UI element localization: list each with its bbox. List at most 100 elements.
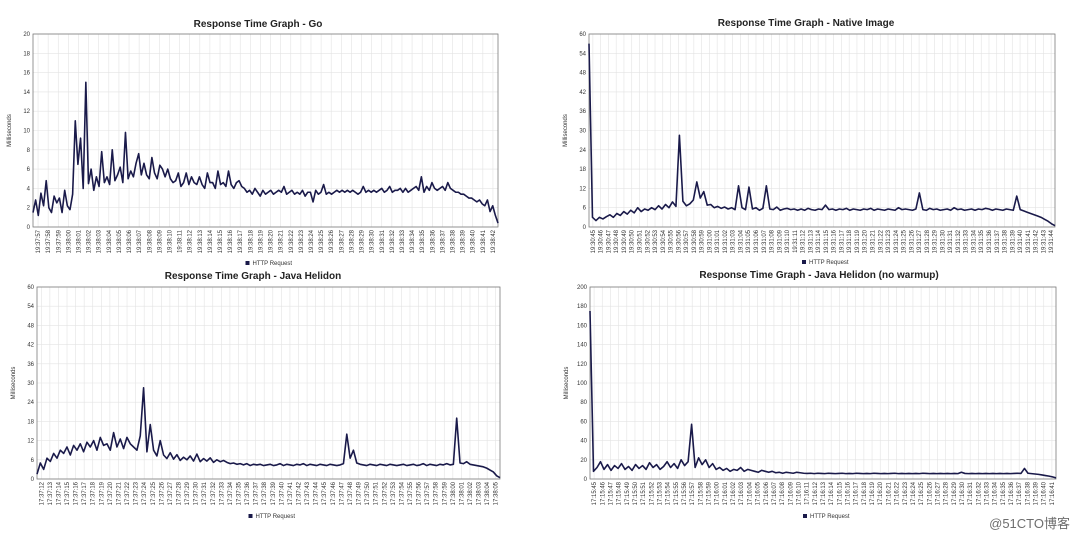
- x-tick-label: 17:38:05: [494, 481, 500, 505]
- y-tick-label: 36: [27, 362, 34, 368]
- x-tick-label: 17:15:49: [625, 481, 631, 505]
- x-tick-label: 17:16:31: [968, 481, 974, 505]
- x-tick-label: 19:38:07: [137, 229, 143, 253]
- x-tick-label: 17:15:59: [707, 481, 713, 505]
- x-tick-label: 17:37:50: [365, 481, 371, 505]
- x-tick-label: 19:37:59: [56, 229, 62, 253]
- x-tick-label: 19:37:57: [36, 229, 42, 253]
- x-tick-label: 17:16:37: [1017, 481, 1023, 505]
- x-tick-label: 19:38:01: [76, 229, 82, 253]
- y-tick-label: 16: [23, 71, 30, 77]
- x-tick-label: 19:31:23: [886, 229, 892, 253]
- x-tick-label: 17:37:19: [99, 481, 105, 505]
- x-tick-label: 19:31:35: [979, 229, 985, 253]
- x-tick-label: 17:16:15: [837, 481, 843, 505]
- x-tick-label: 17:16:23: [903, 481, 909, 505]
- x-tick-label: 19:30:53: [653, 229, 659, 253]
- x-tick-label: 17:16:13: [821, 481, 827, 505]
- plot-frame: [588, 33, 1056, 228]
- x-tick-label: 19:30:51: [637, 229, 643, 253]
- x-tick-label: 17:37:18: [91, 481, 97, 505]
- y-tick-label: 6: [583, 206, 587, 212]
- x-tick-label: 17:37:40: [279, 481, 285, 505]
- x-tick-label: 17:16:17: [854, 481, 860, 505]
- chart-title: Response Time Graph - Go: [194, 19, 323, 30]
- x-tick-label: 19:31:00: [707, 229, 713, 253]
- chart-title: Response Time Graph - Native Image: [718, 18, 895, 29]
- x-tick-label: 19:31:15: [824, 229, 830, 253]
- x-tick-label: 19:38:04: [107, 229, 113, 253]
- y-tick-label: 20: [23, 32, 30, 38]
- x-tick-label: 19:38:09: [157, 229, 163, 253]
- x-tick-label: 17:37:29: [185, 481, 191, 505]
- x-tick-label: 17:16:09: [788, 481, 794, 505]
- y-tick-label: 14: [23, 90, 30, 96]
- y-tick-label: 30: [27, 381, 34, 387]
- x-tick-label: 19:38:31: [380, 229, 386, 253]
- x-tick-label: 17:15:45: [592, 481, 598, 505]
- chart-panels: Response Time Graph - Go0246810121416182…: [7, 18, 1057, 520]
- x-tick-label: 17:38:03: [477, 481, 483, 505]
- x-tick-label: 19:31:18: [847, 229, 853, 253]
- x-tick-label: 19:31:39: [1010, 229, 1016, 253]
- plot-frame: [32, 33, 499, 228]
- x-tick-label: 17:37:35: [236, 481, 242, 505]
- x-tick-label: 17:16:35: [1001, 481, 1007, 505]
- x-tick-label: 19:38:18: [248, 229, 254, 253]
- x-tick-label: 19:38:12: [188, 229, 194, 253]
- x-tick-label: 19:31:10: [785, 229, 791, 253]
- x-tick-label: 19:38:06: [127, 229, 133, 253]
- x-tick-label: 19:38:20: [269, 229, 275, 253]
- x-tick-label: 17:37:51: [374, 481, 380, 505]
- x-tick-label: 19:31:24: [894, 229, 900, 253]
- x-tick-label: 19:38:16: [228, 229, 234, 253]
- x-tick-label: 17:16:34: [993, 481, 999, 505]
- x-tick-label: 17:37:57: [425, 481, 431, 505]
- y-tick-label: 18: [27, 419, 34, 425]
- x-tick-label: 19:30:49: [622, 229, 628, 253]
- y-tick-label: 140: [577, 343, 588, 349]
- x-tick-label: 19:31:42: [1034, 229, 1040, 253]
- x-tick-label: 19:38:02: [87, 229, 93, 253]
- x-tick-label: 19:38:10: [167, 229, 173, 253]
- x-tick-label: 17:16:33: [985, 481, 991, 505]
- x-tick-label: 19:31:28: [925, 229, 931, 253]
- x-tick-label: 17:16:16: [846, 481, 852, 505]
- y-tick-label: 60: [579, 32, 586, 38]
- series-line-1: [588, 43, 1056, 227]
- x-tick-label: 19:31:36: [987, 229, 993, 253]
- x-tick-label: 17:16:06: [764, 481, 770, 505]
- x-tick-label: 17:16:04: [747, 481, 753, 505]
- y-tick-label: 60: [27, 285, 34, 291]
- x-tick-label: 19:31:33: [964, 229, 970, 253]
- x-tick-label: 17:37:16: [74, 481, 80, 505]
- x-tick-label: 17:16:40: [1042, 481, 1048, 505]
- x-tick-label: 17:16:11: [805, 481, 811, 505]
- x-tick-label: 19:38:35: [420, 229, 426, 253]
- x-tick-label: 17:37:22: [125, 481, 131, 505]
- x-tick-label: 19:31:21: [870, 229, 876, 253]
- y-tick-label: 80: [580, 400, 587, 406]
- chart-title: Response Time Graph - Java Helidon (no w…: [699, 270, 938, 281]
- x-tick-label: 19:31:22: [878, 229, 884, 253]
- x-tick-label: 17:37:55: [408, 481, 414, 505]
- x-tick-label: 19:30:46: [599, 229, 605, 253]
- y-tick-label: 0: [583, 225, 587, 231]
- x-tick-label: 17:37:17: [82, 481, 88, 505]
- x-tick-label: 19:30:57: [684, 229, 690, 253]
- x-tick-label: 19:38:26: [329, 229, 335, 253]
- x-tick-label: 19:31:08: [770, 229, 776, 253]
- x-tick-label: 19:38:22: [289, 229, 295, 253]
- x-tick-label: 19:31:02: [723, 229, 729, 253]
- x-tick-label: 19:31:01: [715, 229, 721, 253]
- x-tick-label: 19:38:19: [258, 229, 264, 253]
- x-tick-label: 17:37:54: [399, 481, 405, 505]
- x-tick-label: 19:38:27: [339, 229, 345, 253]
- x-tick-label: 19:31:07: [762, 229, 768, 253]
- x-tick-label: 19:31:14: [816, 229, 822, 253]
- y-tick-label: 0: [584, 477, 588, 483]
- legend-swatch: [248, 514, 253, 518]
- x-tick-label: 19:38:11: [178, 229, 184, 253]
- y-tick-label: 54: [27, 304, 34, 310]
- y-tick-label: 120: [577, 362, 588, 368]
